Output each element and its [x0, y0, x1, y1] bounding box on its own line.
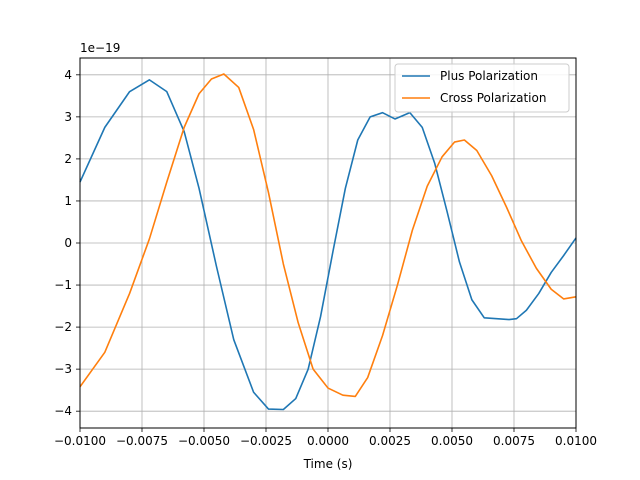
legend-label-plus: Plus Polarization [440, 69, 538, 83]
y-tick-label: 4 [64, 68, 72, 82]
axis-ticks: −0.0100 −0.0075 −0.0050 −0.0025 0.0000 0.0025… [54, 68, 597, 448]
x-tick-label: −0.0025 [240, 434, 292, 448]
y-offset-label: 1e−19 [80, 41, 120, 55]
x-tick-label: −0.0075 [116, 434, 168, 448]
series-lines [79, 73, 577, 411]
y-tick-label: 2 [64, 152, 72, 166]
y-tick-label: −4 [54, 404, 72, 418]
y-tick-label: 3 [64, 110, 72, 124]
x-axis-label: Time (s) [303, 457, 353, 471]
y-tick-label: 1 [64, 194, 72, 208]
y-tick-label: −3 [54, 362, 72, 376]
x-tick-label: 0.0050 [431, 434, 473, 448]
plus-polarization-line [79, 79, 577, 411]
x-tick-label: 0.0000 [307, 434, 349, 448]
y-tick-label: −1 [54, 278, 72, 292]
cross-polarization-line [79, 73, 577, 398]
legend: Plus Polarization Cross Polarization [394, 63, 570, 113]
x-tick-label: −0.0100 [54, 434, 106, 448]
legend-label-cross: Cross Polarization [440, 91, 546, 105]
y-tick-label: −2 [54, 320, 72, 334]
x-tick-label: 0.0075 [493, 434, 535, 448]
x-tick-label: −0.0050 [178, 434, 230, 448]
x-tick-label: 0.0100 [555, 434, 597, 448]
legend-box [394, 63, 570, 113]
y-tick-label: 0 [64, 236, 72, 250]
x-tick-label: 0.0025 [369, 434, 411, 448]
